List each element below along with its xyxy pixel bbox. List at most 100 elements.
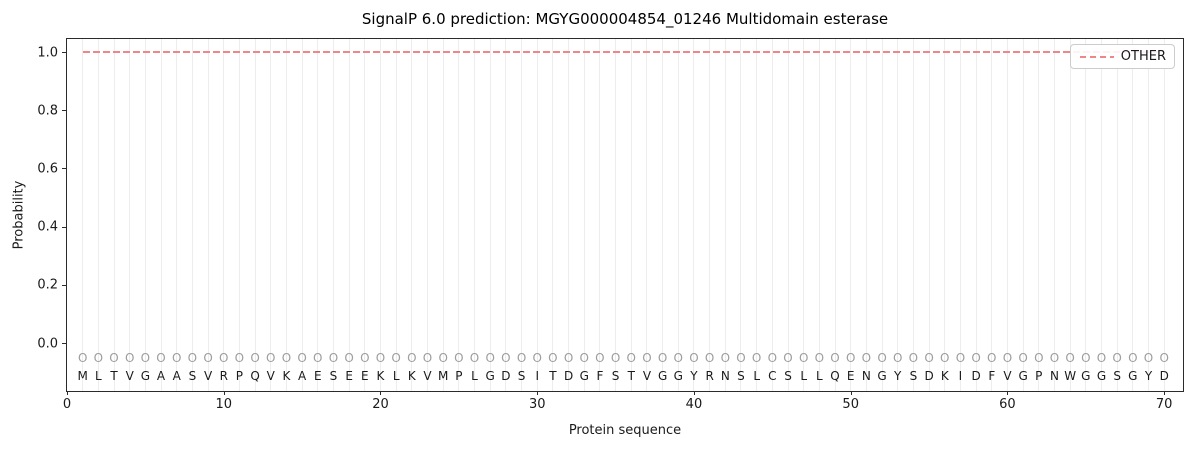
residue-marker: O: [1143, 350, 1154, 365]
residue-marker: O: [375, 350, 386, 365]
residue-marker: O: [1065, 350, 1075, 365]
residue-letter: S: [329, 368, 338, 383]
residue-marker: O: [673, 350, 684, 365]
residue-letter: R: [705, 368, 714, 383]
grid-line: [787, 39, 789, 391]
x-tick-label: 20: [372, 397, 389, 412]
residue-letter: K: [282, 368, 291, 383]
residue-marker: O: [830, 350, 840, 365]
residue-marker: O: [783, 350, 793, 365]
grid-line: [82, 39, 84, 391]
grid-line: [411, 39, 413, 391]
residue-letter: S: [909, 368, 918, 383]
y-tick-label: 0.0: [37, 336, 58, 351]
residue-letter: Q: [830, 368, 840, 383]
residue-letter: D: [971, 368, 981, 383]
residue-marker: O: [689, 350, 699, 365]
grid-line: [176, 39, 178, 391]
residue-letter: I: [958, 368, 963, 383]
residue-letter: K: [940, 368, 949, 383]
grid-line: [113, 39, 115, 391]
residue-letter: Y: [1144, 368, 1153, 383]
residue-marker: O: [720, 350, 731, 365]
residue-marker: O: [704, 350, 715, 365]
grid-line: [1148, 39, 1150, 391]
grid-line: [1069, 39, 1071, 391]
grid-line: [740, 39, 742, 391]
residue-marker: O: [1081, 350, 1091, 365]
residue-letter: I: [535, 368, 539, 383]
residue-marker: O: [77, 350, 88, 365]
residue-marker: O: [861, 350, 872, 365]
residue-letter: L: [753, 368, 760, 383]
residue-letter: V: [642, 368, 652, 383]
residue-letter: P: [235, 368, 244, 383]
grid-line: [238, 39, 240, 391]
residue-letter: V: [125, 368, 134, 383]
residue-marker: O: [171, 350, 182, 365]
residue-marker: O: [422, 350, 433, 365]
grid-line: [348, 39, 350, 391]
residue-letter: F: [596, 368, 604, 383]
residue-letter: D: [501, 368, 511, 383]
residue-letter: S: [1113, 368, 1121, 383]
residue-marker: O: [250, 350, 260, 365]
grid-line: [160, 39, 162, 391]
residue-letter: P: [455, 368, 463, 383]
grid-line: [301, 39, 303, 391]
residue-letter: G: [140, 368, 151, 383]
x-tick-mark: [223, 391, 225, 395]
grid-line: [332, 39, 334, 391]
residue-marker: O: [532, 350, 542, 365]
grid-line: [270, 39, 272, 391]
residue-letter: M: [437, 368, 449, 383]
residue-marker: O: [1159, 350, 1169, 365]
y-tick-label: 0.8: [37, 103, 58, 119]
x-tick-mark: [67, 391, 68, 395]
grid-line: [1132, 39, 1134, 391]
residue-marker: O: [1002, 350, 1013, 365]
residue-letter: G: [673, 368, 683, 383]
residue-marker: O: [281, 350, 292, 365]
x-tick-label: 60: [999, 397, 1016, 412]
residue-letter: S: [737, 368, 745, 383]
residue-letter: G: [1128, 368, 1138, 383]
legend: OTHER: [1069, 44, 1175, 69]
residue-marker: O: [908, 350, 919, 365]
grid-line: [191, 39, 193, 391]
residue-marker: O: [610, 350, 621, 365]
grid-line: [944, 39, 946, 391]
grid-line: [756, 39, 758, 391]
residue-letter: S: [517, 368, 526, 383]
residue-marker: O: [1034, 350, 1044, 365]
residue-letter: L: [800, 368, 808, 383]
grid-line: [1100, 39, 1102, 391]
residue-letter: Y: [690, 368, 698, 383]
residue-letter: G: [877, 368, 887, 383]
grid-line: [677, 39, 679, 391]
legend-label: OTHER: [1120, 49, 1166, 64]
grid-line: [615, 39, 617, 391]
residue-marker: O: [955, 350, 966, 365]
residue-letter: G: [657, 368, 668, 383]
grid-line: [912, 39, 914, 391]
y-tick-mark: [62, 343, 66, 344]
grid-line: [834, 39, 836, 391]
grid-line: [442, 39, 444, 391]
residue-letter: V: [203, 368, 213, 383]
grid-line: [144, 39, 146, 391]
y-axis-label: Probability: [11, 180, 27, 250]
grid-line: [630, 39, 632, 391]
residue-letter: V: [1003, 368, 1012, 383]
y-tick-mark: [62, 284, 66, 286]
x-tick-mark: [850, 391, 852, 395]
y-tick-mark: [62, 52, 66, 54]
x-axis-label: Protein sequence: [568, 423, 682, 438]
residue-letter: L: [392, 368, 400, 383]
residue-marker: O: [971, 350, 981, 365]
residue-marker: O: [109, 350, 119, 365]
grid-line: [1006, 39, 1008, 391]
x-tick-mark: [1007, 391, 1009, 395]
residue-marker: O: [892, 350, 903, 365]
other-probability-line: [82, 51, 1165, 54]
